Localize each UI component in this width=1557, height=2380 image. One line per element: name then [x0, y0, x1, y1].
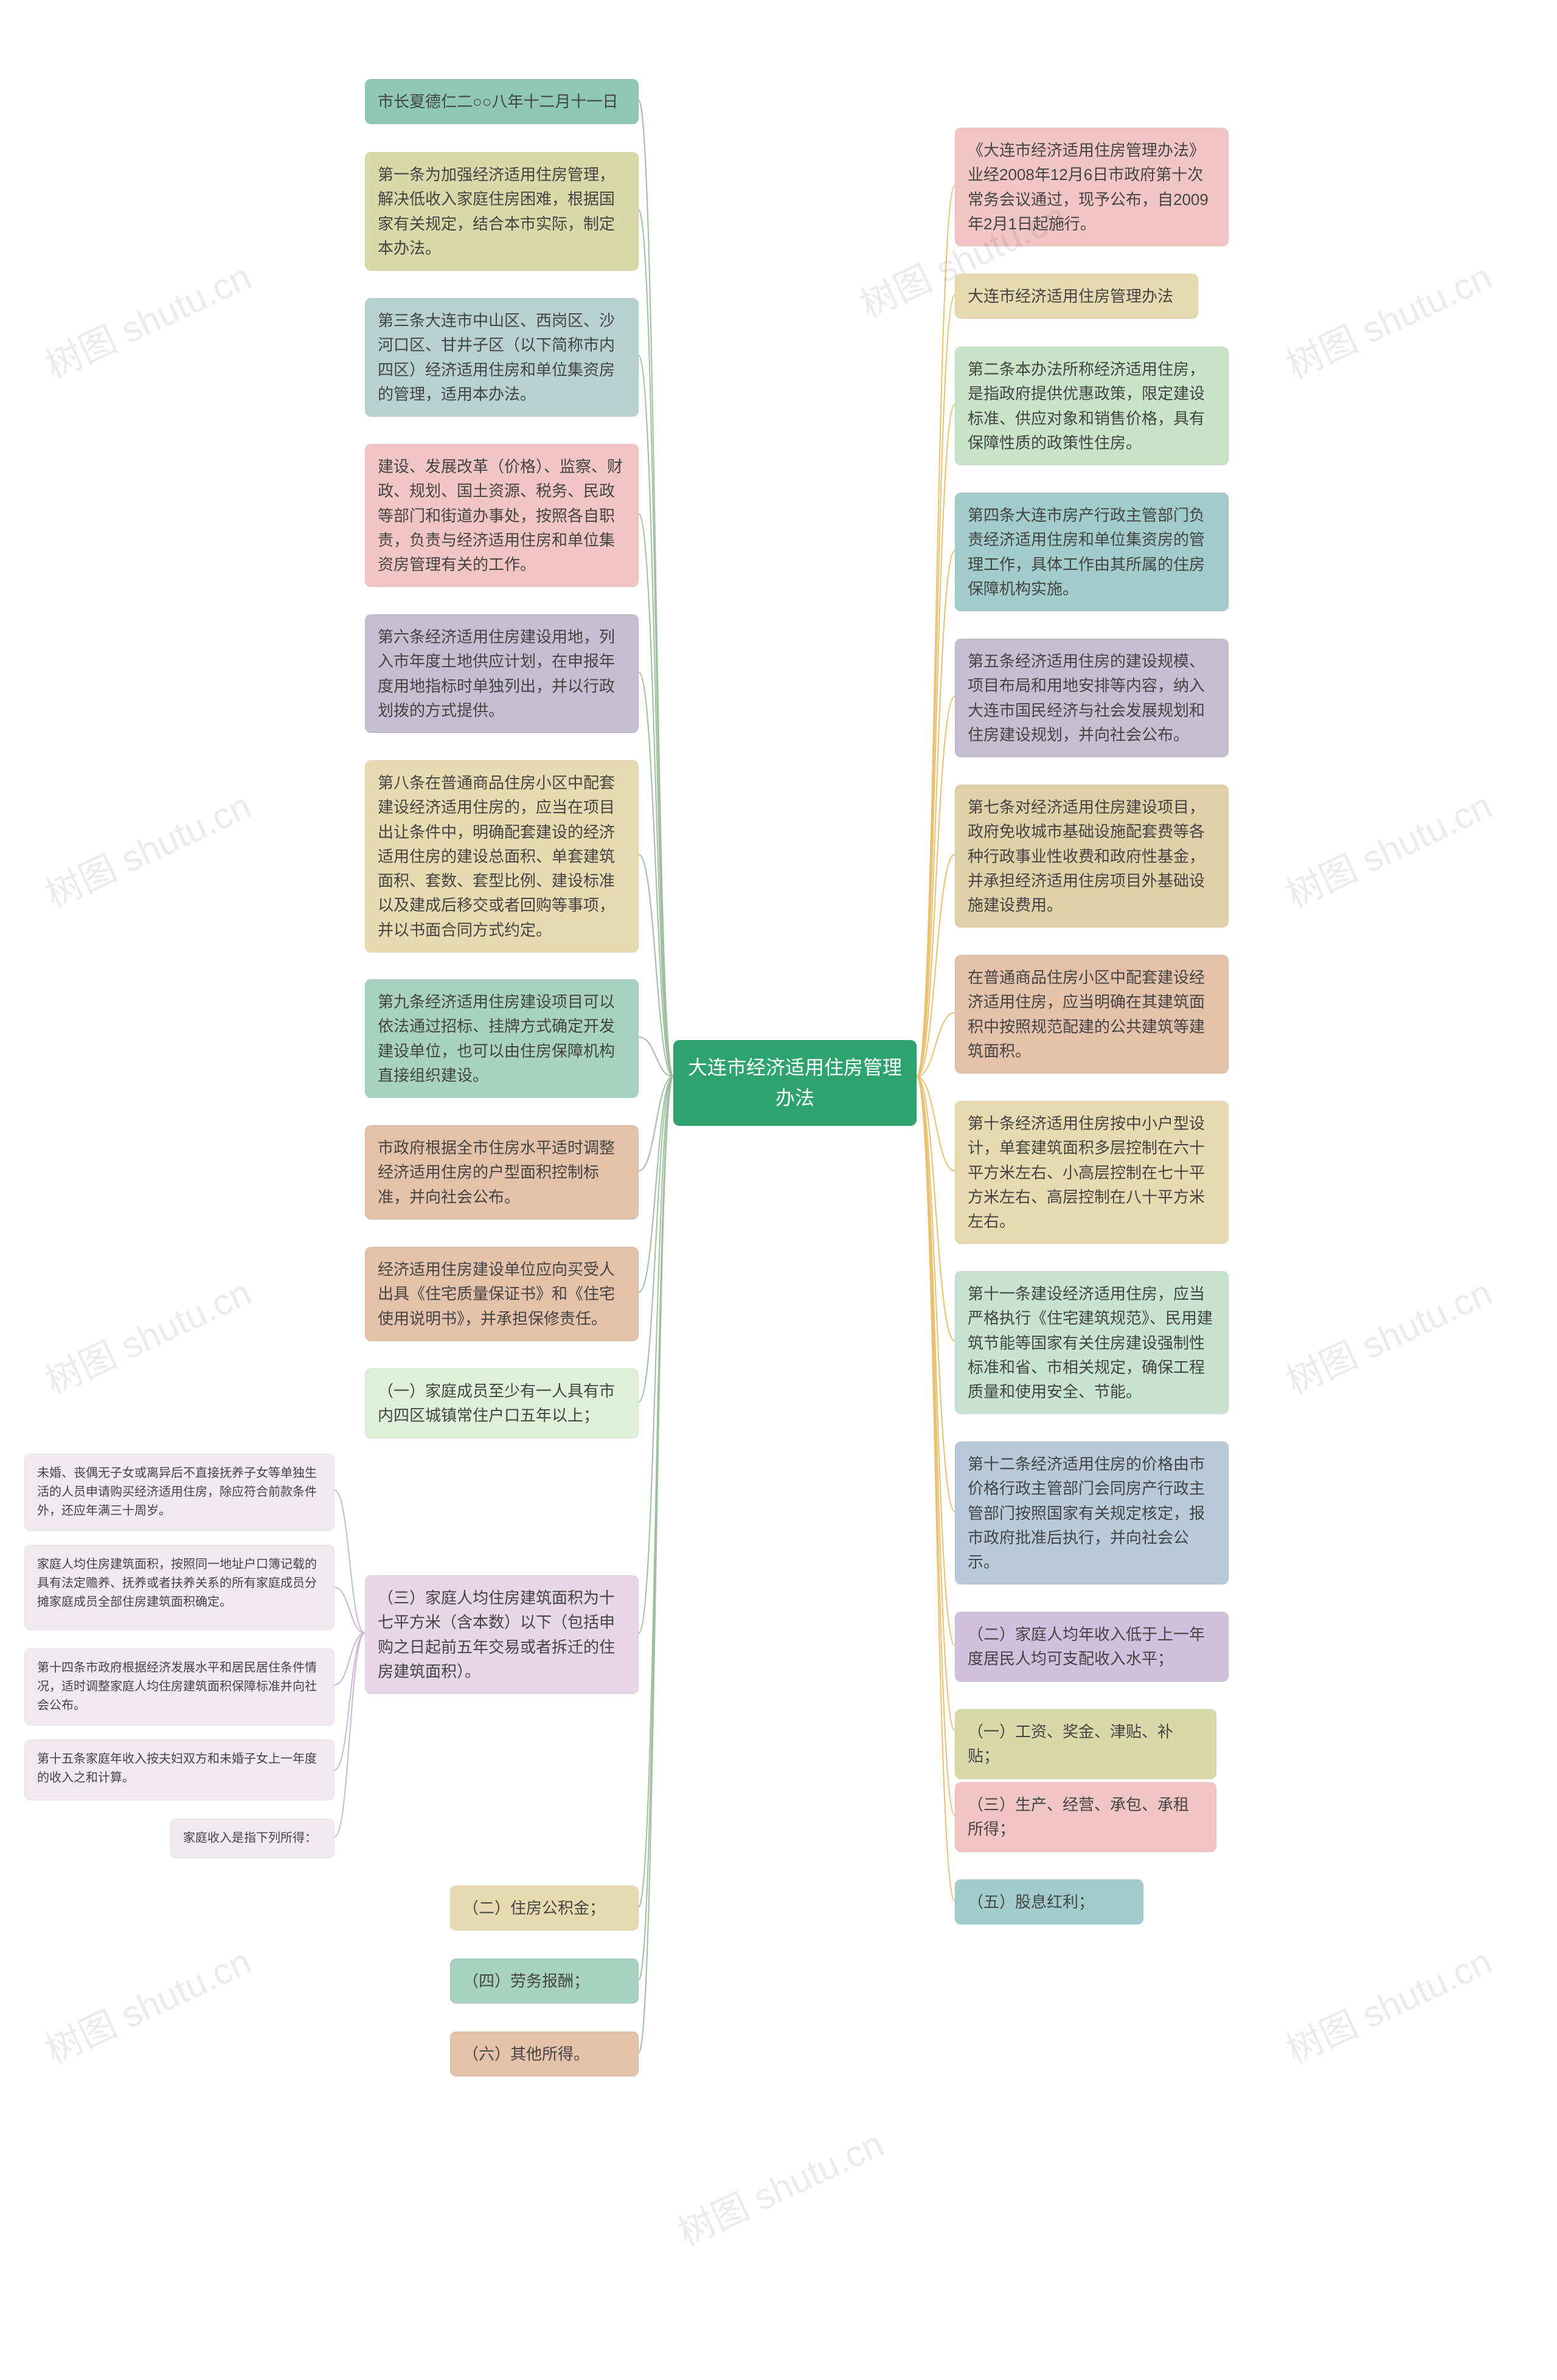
left-node-L3: 第三条大连市中山区、西岗区、沙河口区、甘井子区（以下简称市内四区）经济适用住房和…: [365, 298, 639, 417]
watermark: 树图 shutu.cn: [36, 1932, 258, 2073]
watermark: 树图 shutu.cn: [1277, 1932, 1499, 2073]
left-node-L8: 市政府根据全市住房水平适时调整经济适用住房的户型面积控制标准，并向社会公布。: [365, 1125, 639, 1219]
right-node-R12: （一）工资、奖金、津贴、补贴；: [955, 1709, 1216, 1779]
left-node-L7: 第九条经济适用住房建设项目可以依法通过招标、挂牌方式确定开发建设单位，也可以由住…: [365, 979, 639, 1098]
center-node: 大连市经济适用住房管理 办法: [673, 1040, 917, 1126]
sub-node-S3: 第十四条市政府根据经济发展水平和居民居住条件情况，适时调整家庭人均住房建筑面积保…: [24, 1648, 335, 1726]
watermark: 树图 shutu.cn: [36, 1263, 258, 1404]
sub-node-S4: 第十五条家庭年收入按夫妇双方和未婚子女上一年度的收入之和计算。: [24, 1740, 335, 1800]
left-node-L11: （三）家庭人均住房建筑面积为十七平方米（含本数）以下（包括申购之日起前五年交易或…: [365, 1575, 639, 1694]
left-node-L2: 第一条为加强经济适用住房管理，解决低收入家庭住房困难，根据国家有关规定，结合本市…: [365, 152, 639, 271]
sub-node-S2: 家庭人均住房建筑面积，按照同一地址户口簿记载的具有法定赡养、抚养或者扶养关系的所…: [24, 1545, 335, 1630]
right-node-R2: 大连市经济适用住房管理办法: [955, 274, 1198, 319]
left-node-L4: 建设、发展改革（价格）、监察、财政、规划、国土资源、税务、民政等部门和街道办事处…: [365, 444, 639, 587]
left-node-L10: （一）家庭成员至少有一人具有市内四区城镇常住户口五年以上；: [365, 1369, 639, 1438]
mindmap-canvas: 大连市经济适用住房管理 办法 市长夏德仁二○○八年十二月十一日第一条为加强经济适…: [0, 0, 1557, 2380]
left-node-L5: 第六条经济适用住房建设用地，列入市年度土地供应计划，在申报年度用地指标时单独列出…: [365, 614, 639, 733]
watermark: 树图 shutu.cn: [36, 248, 258, 389]
watermark: 树图 shutu.cn: [1277, 1263, 1499, 1404]
connector-layer: [0, 0, 1557, 2380]
right-node-R6: 第七条对经济适用住房建设项目，政府免收城市基础设施配套费等各种行政事业性收费和政…: [955, 785, 1229, 928]
watermark: 树图 shutu.cn: [1277, 777, 1499, 918]
right-node-R13: （三）生产、经营、承包、承租所得；: [955, 1782, 1216, 1852]
right-node-R7: 在普通商品住房小区中配套建设经济适用住房，应当明确在其建筑面积中按照规范配建的公…: [955, 955, 1229, 1074]
left-node-L9: 经济适用住房建设单位应向买受人出具《住宅质量保证书》和《住宅使用说明书》，并承担…: [365, 1247, 639, 1341]
sub-node-S5: 家庭收入是指下列所得：: [170, 1819, 335, 1858]
right-node-R8: 第十条经济适用住房按中小户型设计，单套建筑面积多层控制在六十平方米左右、小高层控…: [955, 1101, 1229, 1244]
left-node-L1: 市长夏德仁二○○八年十二月十一日: [365, 79, 639, 124]
left-node-L6: 第八条在普通商品住房小区中配套建设经济适用住房的，应当在项目出让条件中，明确配套…: [365, 760, 639, 952]
right-node-R14: （五）股息红利；: [955, 1879, 1143, 1924]
right-node-R10: 第十二条经济适用住房的价格由市价格行政主管部门会同房产行政主管部门按照国家有关规…: [955, 1442, 1229, 1584]
right-node-R5: 第五条经济适用住房的建设规模、项目布局和用地安排等内容，纳入大连市国民经济与社会…: [955, 639, 1229, 757]
left-node-L12: （二）住房公积金；: [450, 1886, 639, 1931]
left-node-L13: （四）劳务报酬；: [450, 1958, 639, 2004]
left-node-L14: （六）其他所得。: [450, 2031, 639, 2076]
watermark: 树图 shutu.cn: [36, 777, 258, 918]
right-node-R9: 第十一条建设经济适用住房，应当严格执行《住宅建筑规范》、民用建筑节能等国家有关住…: [955, 1271, 1229, 1414]
right-node-R4: 第四条大连市房产行政主管部门负责经济适用住房和单位集资房的管理工作，具体工作由其…: [955, 493, 1229, 611]
right-node-R11: （二）家庭人均年收入低于上一年度居民人均可支配收入水平；: [955, 1612, 1229, 1682]
watermark: 树图 shutu.cn: [668, 2115, 891, 2256]
watermark: 树图 shutu.cn: [1277, 248, 1499, 389]
sub-node-S1: 未婚、丧偶无子女或离异后不直接抚养子女等单独生活的人员申请购买经济适用住房，除应…: [24, 1454, 335, 1531]
right-node-R1: 《大连市经济适用住房管理办法》业经2008年12月6日市政府第十次常务会议通过，…: [955, 128, 1229, 246]
right-node-R3: 第二条本办法所称经济适用住房，是指政府提供优惠政策，限定建设标准、供应对象和销售…: [955, 347, 1229, 465]
